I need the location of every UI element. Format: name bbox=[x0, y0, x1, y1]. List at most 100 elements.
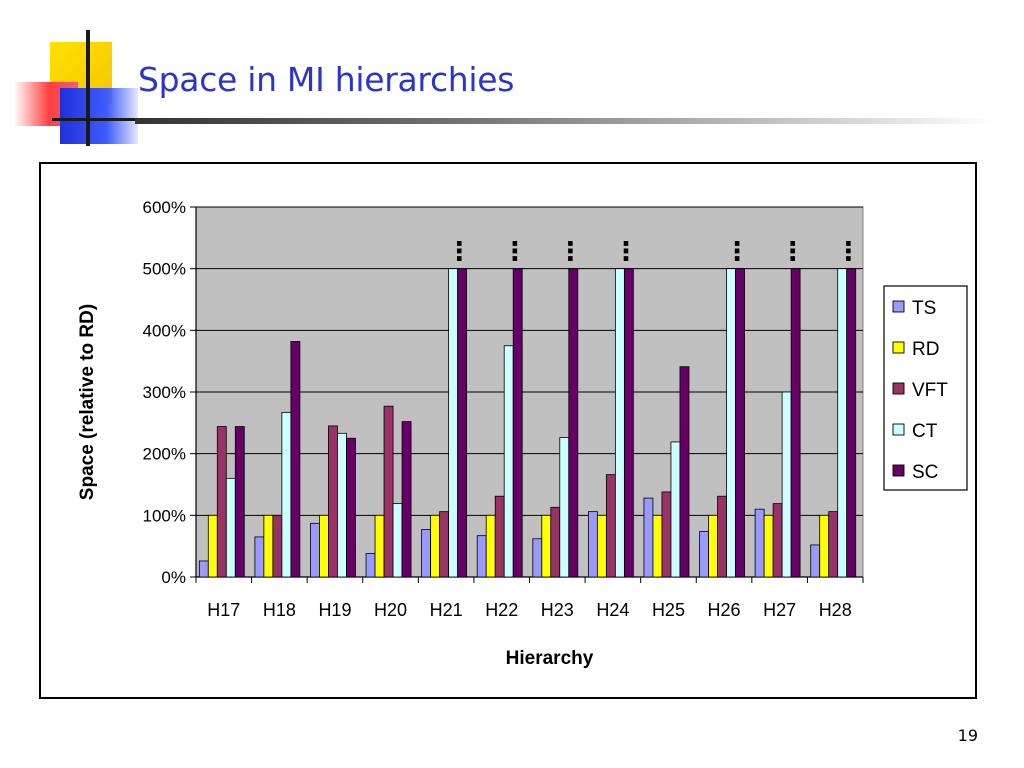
y-tick-label: 500% bbox=[143, 260, 186, 279]
bar-ct-h21 bbox=[448, 268, 459, 578]
bar-ct-h20 bbox=[392, 503, 403, 578]
legend-label-ts: TS bbox=[912, 298, 936, 319]
clipped-bar-marker: ⋮ bbox=[557, 237, 583, 267]
x-tick-label: H19 bbox=[318, 600, 351, 620]
bar-vft-h17 bbox=[216, 426, 227, 578]
bar-vft-h19 bbox=[328, 425, 338, 578]
x-tick-label: H21 bbox=[430, 600, 463, 620]
clipped-bar-marker: ⋮ bbox=[724, 237, 750, 267]
bar-ts-h27 bbox=[754, 508, 765, 578]
x-tick-label: H22 bbox=[485, 600, 518, 620]
x-tick-label: H20 bbox=[374, 600, 407, 620]
slide-logo-decoration bbox=[0, 0, 142, 150]
bar-vft-h22 bbox=[494, 495, 505, 578]
legend-label-vft: VFT bbox=[912, 380, 948, 401]
bar-sc-h28 bbox=[846, 268, 857, 578]
bar-rd-h23 bbox=[541, 514, 552, 578]
page-title: Space in MI hierarchies bbox=[138, 60, 515, 99]
bar-rd-h17 bbox=[207, 514, 218, 578]
x-tick-label: H17 bbox=[207, 600, 240, 620]
clipped-bar-marker: ⋮ bbox=[835, 237, 861, 267]
x-tick-label: H24 bbox=[596, 600, 629, 620]
bar-sc-h23 bbox=[568, 268, 579, 578]
bar-rd-h25 bbox=[652, 514, 663, 578]
bar-sc-h18 bbox=[290, 341, 301, 578]
bar-rd-h19 bbox=[319, 514, 329, 578]
bar-rd-h27 bbox=[763, 514, 774, 578]
bar-sc-h27 bbox=[790, 268, 801, 578]
bar-chart: 0% 100% 200% 300% 400% 500% 600% H17 H18 H19 H20 H2… bbox=[77, 198, 968, 669]
y-axis-title: Space (relative to RD) bbox=[77, 304, 98, 500]
x-tick-label: H18 bbox=[263, 600, 296, 620]
bar-ts-h25 bbox=[643, 497, 654, 578]
clipped-bar-marker: ⋮ bbox=[446, 237, 472, 267]
legend-swatch-rd bbox=[892, 341, 905, 354]
bar-sc-h20 bbox=[401, 421, 412, 578]
bar-ts-h22 bbox=[476, 535, 487, 578]
bar-sc-h19 bbox=[346, 437, 356, 578]
bar-ct-h17 bbox=[225, 477, 236, 578]
bar-vft-h28 bbox=[828, 511, 839, 578]
logo-horizontal-line bbox=[52, 118, 142, 121]
bar-ct-h25 bbox=[670, 441, 681, 578]
bar-vft-h18 bbox=[272, 514, 283, 578]
bar-ts-h19 bbox=[310, 522, 320, 578]
y-tick-label: 100% bbox=[143, 506, 186, 525]
bar-rd-h18 bbox=[263, 514, 274, 578]
bar-ct-h19 bbox=[337, 432, 347, 578]
legend-label-ct: CT bbox=[912, 421, 938, 442]
x-tick-label: H23 bbox=[541, 600, 574, 620]
bar-ts-h18 bbox=[254, 536, 265, 578]
bar-sc-h26 bbox=[735, 268, 745, 578]
clipped-bar-marker: ⋮ bbox=[502, 237, 528, 267]
bar-ct-h18 bbox=[281, 411, 292, 578]
bar-rd-h24 bbox=[596, 514, 607, 578]
bar-ct-h22 bbox=[503, 345, 514, 578]
y-tick-label: 200% bbox=[143, 445, 186, 464]
clipped-bar-marker: ⋮ bbox=[613, 237, 639, 267]
x-tick-label: H26 bbox=[708, 600, 741, 620]
legend-swatch-ct bbox=[892, 423, 905, 436]
bar-rd-h21 bbox=[430, 514, 441, 578]
legend-swatch-ts bbox=[892, 300, 905, 313]
legend-swatch-sc bbox=[892, 464, 905, 477]
legend-swatch-vft bbox=[892, 382, 905, 395]
x-tick-label: H25 bbox=[652, 600, 685, 620]
bar-rd-h20 bbox=[374, 514, 385, 578]
bar-vft-h26 bbox=[717, 495, 727, 578]
x-tick-label: H27 bbox=[763, 600, 796, 620]
bar-ct-h23 bbox=[559, 437, 570, 578]
bar-sc-h17 bbox=[234, 426, 245, 578]
bar-ct-h27 bbox=[781, 391, 792, 578]
bar-sc-h22 bbox=[512, 268, 523, 578]
bar-sc-h24 bbox=[623, 268, 634, 578]
bar-vft-h24 bbox=[605, 474, 616, 578]
bar-ct-h28 bbox=[837, 268, 848, 578]
bar-sc-h21 bbox=[457, 268, 468, 578]
bar-ct-h26 bbox=[726, 268, 736, 578]
bar-ts-h21 bbox=[421, 529, 432, 578]
x-tick-label: H28 bbox=[819, 600, 852, 620]
bar-ct-h24 bbox=[614, 268, 625, 578]
bar-vft-h25 bbox=[661, 491, 672, 578]
legend-label-sc: SC bbox=[912, 462, 938, 483]
bar-vft-h27 bbox=[772, 503, 783, 578]
clipped-bar-marker: ⋮ bbox=[780, 237, 806, 267]
bar-rd-h26 bbox=[708, 514, 718, 578]
bar-ts-h24 bbox=[587, 511, 598, 578]
title-underline-rule bbox=[135, 118, 995, 124]
bar-ts-h17 bbox=[198, 560, 209, 578]
bar-ts-h26 bbox=[699, 530, 709, 578]
y-tick-label: 400% bbox=[143, 321, 186, 340]
x-axis-title: Hierarchy bbox=[506, 648, 594, 669]
y-tick-label: 0% bbox=[161, 568, 186, 587]
bar-ts-h28 bbox=[810, 544, 821, 578]
bar-rd-h28 bbox=[819, 514, 830, 578]
bar-vft-h20 bbox=[383, 405, 394, 578]
bar-ts-h23 bbox=[532, 538, 543, 578]
chart-frame: 0% 100% 200% 300% 400% 500% 600% H17 H18 H19 H20 H2… bbox=[39, 162, 977, 699]
y-tick-label: 600% bbox=[143, 198, 186, 217]
bar-ts-h20 bbox=[365, 553, 376, 578]
logo-vertical-line bbox=[86, 30, 90, 146]
logo-blue-square bbox=[60, 88, 138, 144]
